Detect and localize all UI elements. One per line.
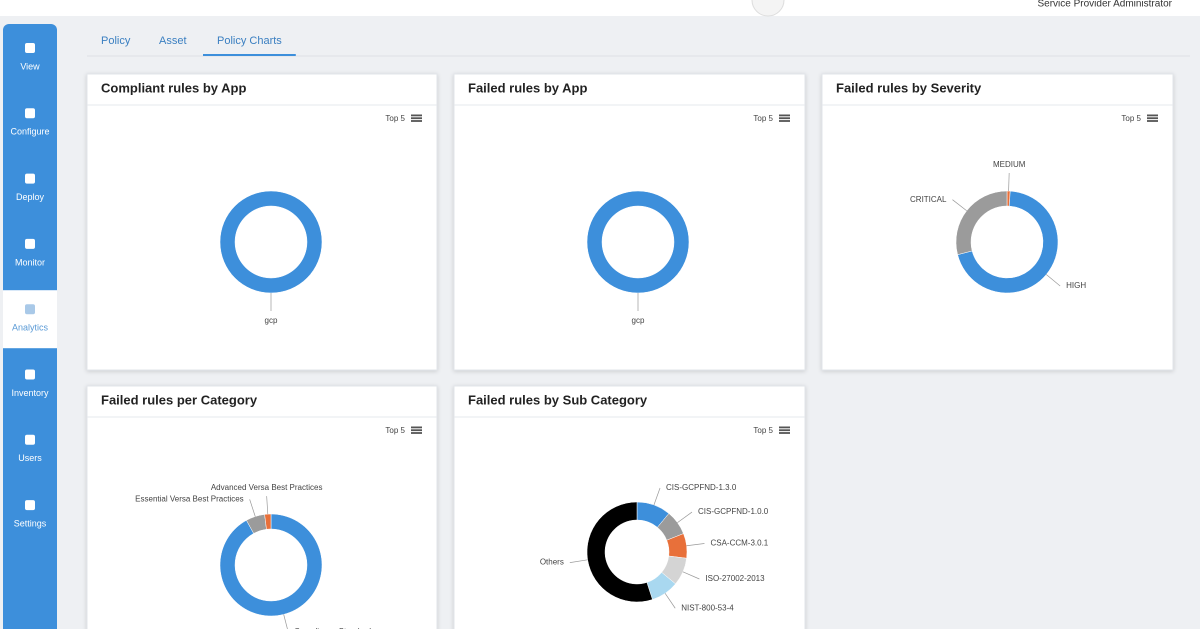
leader-line [952, 199, 967, 212]
logo [751, 0, 785, 17]
user-role: Service Provider Administrator [1038, 0, 1173, 10]
slice-label: CSA-CCM-3.0.1 [710, 539, 768, 548]
panel [453, 73, 806, 371]
menu-label[interactable]: Top 5 [753, 114, 773, 123]
nav-item[interactable]: Monitor [15, 257, 45, 267]
menu-icon[interactable] [779, 120, 790, 122]
panel [86, 73, 438, 371]
menu-label[interactable]: Top 5 [385, 114, 405, 123]
menu-icon[interactable] [411, 117, 422, 120]
menu-icon[interactable] [1147, 120, 1158, 122]
leader-line [677, 511, 693, 523]
menu-icon[interactable] [779, 432, 790, 434]
leader-line [569, 559, 588, 563]
menu-label[interactable]: Top 5 [1121, 114, 1141, 123]
donut-slice [264, 513, 272, 530]
slice-label: Others [540, 558, 564, 567]
slice-label: Advanced Versa Best Practices [211, 483, 323, 492]
leader-line [686, 543, 705, 547]
slice-label: NIST-800-53-4 [681, 603, 734, 612]
nav-active-bg [3, 290, 57, 349]
nav-item[interactable]: Inventory [11, 388, 49, 398]
leader-line [1008, 173, 1010, 192]
menu-label[interactable]: Top 5 [753, 426, 773, 435]
donut-slice [957, 190, 1059, 294]
menu-icon[interactable] [411, 426, 422, 429]
nav-item[interactable]: Analytics [12, 323, 49, 333]
tab[interactable]: Asset [159, 35, 187, 47]
tab[interactable]: Policy [101, 35, 131, 47]
menu-icon[interactable] [779, 429, 790, 432]
nav-icon [25, 173, 35, 184]
menu-icon[interactable] [411, 429, 422, 432]
slice-label: CIS-GCPFND-1.0.0 [698, 507, 769, 516]
nav-icon [25, 238, 35, 249]
leader-line [1046, 274, 1061, 287]
menu-icon[interactable] [1147, 114, 1158, 117]
slice-label: HIGH [1066, 281, 1086, 290]
panel [821, 73, 1174, 371]
menu-icon[interactable] [1147, 117, 1158, 120]
leader-line [249, 499, 256, 517]
panel-title: Compliant rules by App [101, 80, 246, 95]
nav-icon [25, 304, 35, 315]
menu-icon[interactable] [411, 432, 422, 434]
menu-icon[interactable] [411, 114, 422, 117]
nav-icon [25, 369, 35, 380]
slice-label: gcp [632, 316, 645, 325]
menu-label[interactable]: Top 5 [385, 426, 405, 435]
slice-label: Essential Versa Best Practices [135, 494, 244, 503]
nav-item[interactable]: Configure [10, 127, 49, 137]
slice-label: CRITICAL [910, 195, 947, 204]
panel-title: Failed rules per Category [101, 392, 258, 407]
nav-item[interactable]: Settings [14, 518, 47, 528]
panel [86, 385, 438, 629]
leader-line [653, 487, 661, 506]
slice-label: ISO-27002-2013 [705, 574, 765, 583]
nav-icon [25, 434, 35, 445]
donut-slice [586, 501, 653, 603]
nav-item[interactable]: Users [18, 453, 42, 463]
nav-icon [25, 108, 35, 119]
leader-line [664, 593, 676, 609]
top-bar [0, 0, 1200, 16]
menu-icon[interactable] [779, 114, 790, 117]
slice-label: MEDIUM [993, 160, 1026, 169]
panel-title: Failed rules by App [468, 80, 587, 95]
donut-slice [955, 190, 1008, 255]
nav-item[interactable]: Deploy [16, 192, 45, 202]
nav-item[interactable]: View [20, 61, 40, 71]
donut-slice [219, 513, 323, 617]
nav-icon [25, 43, 35, 53]
tab[interactable]: Policy Charts [217, 35, 282, 47]
menu-icon[interactable] [779, 117, 790, 120]
slice-label: gcp [265, 316, 278, 325]
nav-icon [25, 500, 35, 511]
panel-title: Failed rules by Sub Category [468, 392, 648, 407]
leader-line [266, 496, 269, 515]
leader-line [682, 571, 700, 580]
slice-label: Compliance Standards [294, 627, 375, 629]
menu-icon[interactable] [779, 426, 790, 429]
slice-label: CIS-GCPFND-1.3.0 [666, 483, 737, 492]
menu-icon[interactable] [411, 120, 422, 122]
panel-title: Failed rules by Severity [836, 80, 982, 95]
